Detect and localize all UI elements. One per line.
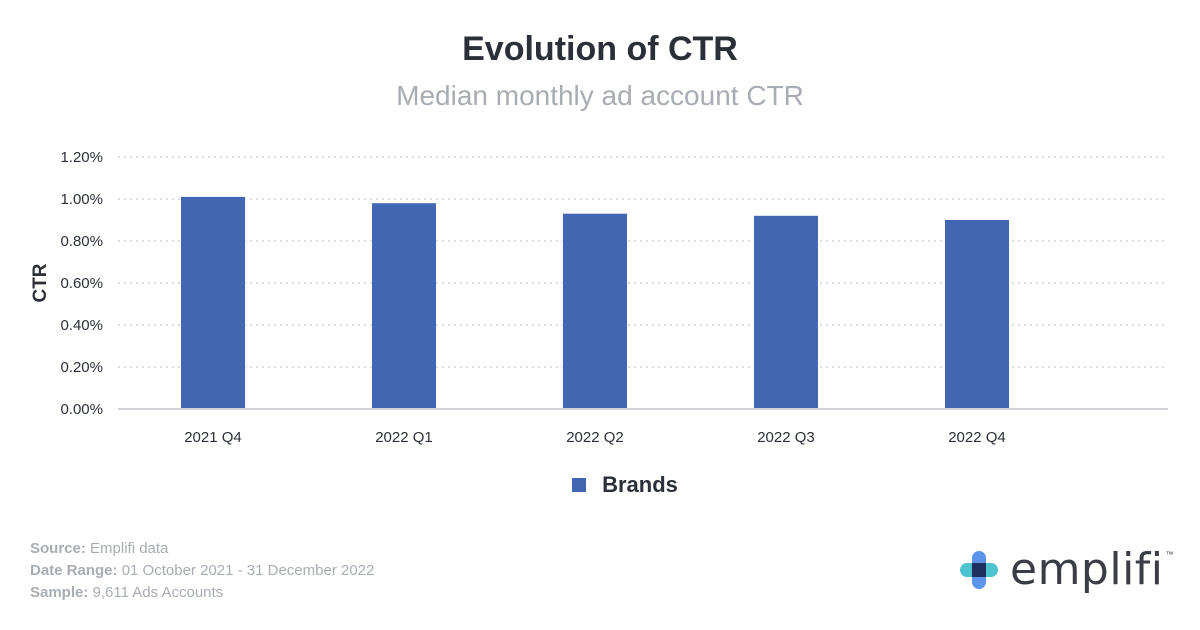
x-tick-label: 2022 Q3 (757, 429, 815, 446)
bars (181, 196, 1009, 409)
bar-chart: 0.00% 0.20% 0.40% 0.60% 0.80% 1.00% 1.20% 2021… (30, 149, 1168, 446)
trademark-symbol: ™ (1165, 550, 1174, 559)
source-value: Emplifi data (90, 540, 169, 557)
footer-notes: Source: Emplifi data Date Range: 01 Octo… (30, 538, 374, 604)
y-axis-ticks: 0.00% 0.20% 0.40% 0.60% 0.80% 1.00% 1.20% (60, 149, 103, 418)
footer-sample: Sample: 9,611 Ads Accounts (30, 582, 374, 604)
footer-source: Source: Emplifi data (30, 538, 374, 560)
x-axis-ticks: 2021 Q4 2022 Q1 2022 Q2 2022 Q3 2022 Q4 (184, 429, 1006, 446)
y-tick-label: 0.40% (60, 317, 103, 334)
bar-2022-q1 (372, 203, 436, 409)
emplifi-cross-icon (960, 550, 998, 589)
sample-label: Sample: (30, 584, 89, 601)
date-range-label: Date Range: (30, 562, 118, 579)
logo-wordmark: emplifi (1010, 544, 1164, 595)
chart-title: Evolution of CTR (462, 30, 738, 68)
y-tick-label: 1.00% (60, 191, 103, 208)
bar-2022-q2 (563, 213, 627, 409)
gridlines (118, 156, 1168, 368)
footer-date-range: Date Range: 01 October 2021 - 31 Decembe… (30, 560, 374, 582)
bar-2022-q4 (945, 220, 1009, 409)
bar-2021-q4 (181, 196, 245, 409)
x-tick-label: 2022 Q4 (948, 429, 1006, 446)
x-tick-label: 2022 Q2 (566, 429, 624, 446)
legend: Brands (0, 472, 1200, 498)
chart-subtitle: Median monthly ad account CTR (396, 80, 804, 111)
y-axis-label: CTR (30, 263, 51, 302)
y-tick-label: 0.60% (60, 275, 103, 292)
x-tick-label: 2021 Q4 (184, 429, 242, 446)
source-label: Source: (30, 540, 86, 557)
x-tick-label: 2022 Q1 (375, 429, 433, 446)
legend-label-brands: Brands (602, 472, 678, 497)
bar-2022-q3 (754, 215, 818, 409)
legend-swatch (572, 478, 587, 492)
y-tick-label: 1.20% (60, 149, 103, 166)
date-range-value: 01 October 2021 - 31 December 2022 (121, 562, 375, 579)
y-tick-label: 0.20% (60, 359, 103, 376)
y-tick-label: 0.00% (60, 401, 103, 418)
emplifi-logo: emplifi ™ (958, 544, 1174, 595)
y-tick-label: 0.80% (60, 233, 103, 250)
sample-value: 9,611 Ads Accounts (92, 584, 224, 601)
